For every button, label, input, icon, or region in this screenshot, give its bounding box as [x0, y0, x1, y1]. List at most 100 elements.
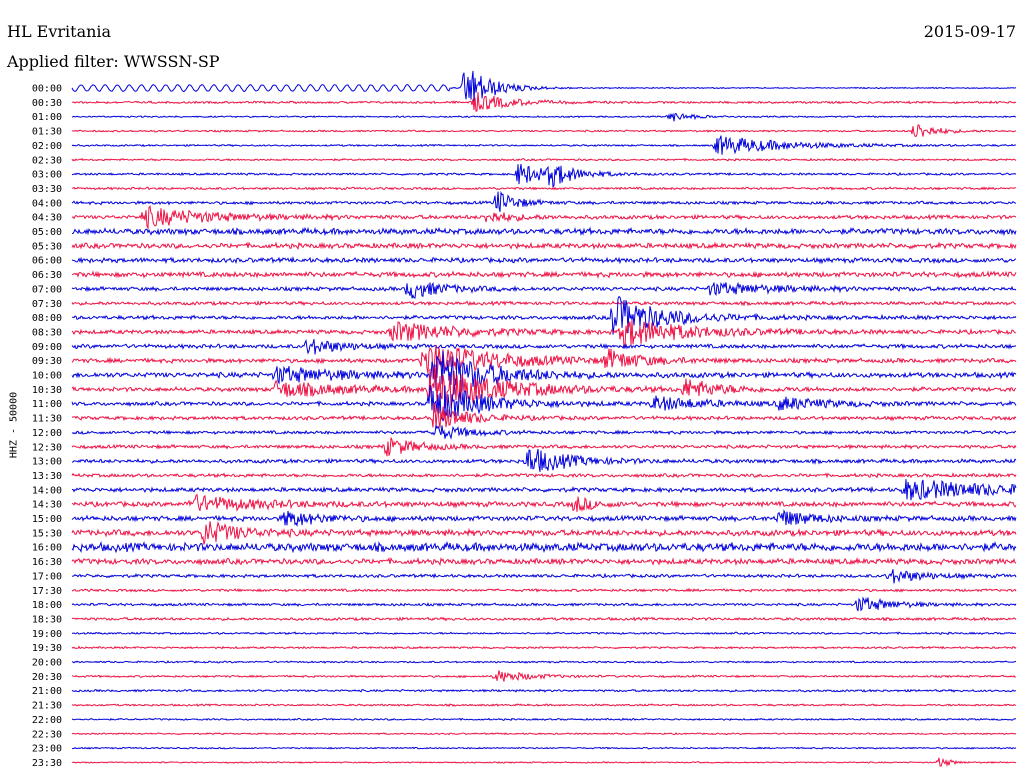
trace-1000 — [71, 350, 1017, 395]
trace-0430 — [71, 205, 1017, 230]
row-label: 13:00 — [32, 457, 62, 468]
traces — [71, 70, 1017, 768]
trace-1530 — [71, 521, 1017, 545]
row-label: 09:30 — [32, 356, 62, 367]
row-label: 08:00 — [32, 313, 62, 324]
trace-0330 — [71, 186, 1017, 191]
trace-0300 — [71, 164, 1017, 189]
trace-1200 — [71, 425, 1017, 440]
row-label: 04:00 — [32, 198, 62, 209]
row-label: 04:30 — [32, 213, 62, 224]
row-label: 00:00 — [32, 84, 62, 95]
trace-2330 — [71, 757, 1016, 768]
row-label: 21:30 — [32, 701, 62, 712]
row-label: 09:00 — [32, 342, 62, 353]
trace-0930 — [71, 345, 1017, 380]
row-label: 23:00 — [32, 744, 62, 755]
row-label: 14:30 — [32, 500, 62, 511]
row-label: 00:30 — [32, 98, 62, 109]
trace-0830 — [71, 319, 1017, 349]
trace-2000 — [71, 660, 1017, 664]
row-label: 11:00 — [32, 399, 62, 410]
trace-0500 — [72, 226, 1017, 237]
row-label: 19:30 — [32, 643, 62, 654]
filter-label: Applied filter: WWSSN-SP — [7, 52, 220, 71]
row-label: 02:30 — [32, 155, 62, 166]
row-label: 03:30 — [32, 184, 62, 195]
row-label: 06:00 — [32, 256, 62, 267]
row-label: 05:00 — [32, 227, 62, 238]
row-label: 07:30 — [32, 299, 62, 310]
row-label: 01:00 — [32, 112, 62, 123]
row-label: 08:30 — [32, 327, 62, 338]
trace-1400 — [71, 479, 1017, 501]
row-label: 16:30 — [32, 557, 62, 568]
trace-2200 — [71, 717, 1017, 722]
trace-0630 — [71, 270, 1017, 279]
trace-2030 — [71, 670, 1017, 682]
trace-0600 — [71, 255, 1017, 265]
row-label: 18:30 — [32, 614, 62, 625]
row-label: 19:00 — [32, 629, 62, 640]
trace-1130 — [71, 402, 1017, 429]
row-label: 07:00 — [32, 284, 62, 295]
date-label: 2015-09-17 — [923, 22, 1016, 41]
trace-2100 — [71, 688, 1017, 693]
trace-1430 — [71, 493, 1017, 513]
trace-0100 — [71, 112, 1017, 122]
row-label: 21:00 — [32, 686, 62, 697]
trace-1300 — [71, 448, 1017, 472]
row-label: 18:00 — [32, 600, 62, 611]
row-label: 10:30 — [32, 385, 62, 396]
trace-1230 — [71, 437, 1017, 457]
trace-1930 — [71, 645, 1017, 650]
trace-2130 — [71, 703, 1017, 708]
trace-1800 — [71, 596, 1017, 612]
row-label: 12:30 — [32, 442, 62, 453]
trace-0730 — [71, 300, 1017, 307]
trace-1330 — [71, 472, 1017, 479]
row-label: 10:00 — [32, 371, 62, 382]
row-label: 13:30 — [32, 471, 62, 482]
trace-0400 — [71, 190, 1017, 212]
trace-1830 — [71, 616, 1017, 622]
row-label: 01:30 — [32, 127, 62, 138]
row-label: 17:00 — [32, 571, 62, 582]
trace-1630 — [71, 556, 1017, 567]
row-labels: 00:00 00:30 01:00 01:30 02:00 02:30 03:00 03:30… — [32, 84, 62, 769]
row-label: 17:30 — [32, 586, 62, 597]
row-label: 11:30 — [32, 414, 62, 425]
row-label: 15:00 — [32, 514, 62, 525]
row-label: 05:30 — [32, 241, 62, 252]
trace-0800 — [71, 295, 1017, 335]
trace-1900 — [71, 631, 1017, 636]
row-label: 12:00 — [32, 428, 62, 439]
trace-1730 — [71, 587, 1017, 593]
row-label: 22:30 — [32, 729, 62, 740]
row-label: 15:30 — [32, 528, 62, 539]
row-label: 20:00 — [32, 658, 62, 669]
trace-0230 — [71, 157, 1017, 162]
trace-0030 — [71, 92, 1017, 112]
trace-0530 — [71, 241, 1017, 251]
station-name: HL Evritania — [7, 22, 112, 41]
y-axis-label: HHZ - 50000 — [8, 391, 20, 459]
row-label: 23:30 — [32, 758, 62, 769]
row-label: 03:00 — [32, 170, 62, 181]
row-label: 06:30 — [32, 270, 62, 281]
row-label: 02:00 — [32, 141, 62, 152]
trace-1500 — [71, 509, 1017, 528]
trace-1100 — [71, 385, 1017, 422]
trace-0000 — [71, 70, 1017, 102]
row-label: 16:00 — [32, 543, 62, 554]
trace-1600 — [71, 540, 1017, 554]
trace-0130 — [71, 124, 1017, 138]
row-label: 14:00 — [32, 485, 62, 496]
trace-2230 — [71, 732, 1017, 736]
row-label: 20:30 — [32, 672, 62, 683]
trace-1700 — [71, 569, 1017, 584]
trace-0900 — [71, 338, 1017, 355]
trace-2300 — [71, 746, 1017, 750]
trace-0700 — [71, 281, 1017, 299]
